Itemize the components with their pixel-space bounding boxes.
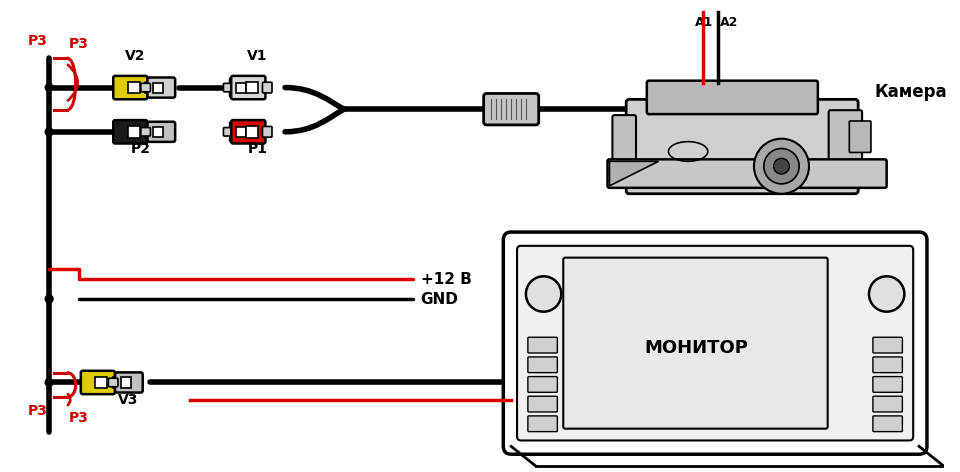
Text: V3: V3: [118, 393, 138, 407]
FancyBboxPatch shape: [850, 121, 871, 152]
Text: V1: V1: [248, 49, 268, 63]
FancyBboxPatch shape: [503, 232, 927, 454]
FancyBboxPatch shape: [236, 83, 246, 93]
FancyBboxPatch shape: [626, 100, 858, 194]
Text: МОНИТОР: МОНИТОР: [644, 339, 748, 357]
Text: P3: P3: [69, 37, 88, 51]
FancyBboxPatch shape: [141, 127, 151, 136]
FancyBboxPatch shape: [608, 160, 887, 188]
FancyBboxPatch shape: [108, 378, 118, 387]
FancyBboxPatch shape: [528, 396, 558, 412]
FancyBboxPatch shape: [873, 416, 902, 431]
FancyBboxPatch shape: [128, 126, 139, 138]
FancyBboxPatch shape: [873, 337, 902, 353]
FancyBboxPatch shape: [612, 115, 636, 168]
FancyBboxPatch shape: [128, 82, 139, 93]
Text: V2: V2: [126, 49, 146, 63]
FancyBboxPatch shape: [112, 377, 122, 388]
FancyBboxPatch shape: [230, 122, 257, 142]
FancyBboxPatch shape: [121, 378, 131, 388]
Circle shape: [869, 276, 904, 312]
FancyBboxPatch shape: [154, 83, 163, 93]
FancyBboxPatch shape: [873, 396, 902, 412]
FancyBboxPatch shape: [828, 110, 862, 163]
FancyBboxPatch shape: [230, 77, 257, 98]
FancyBboxPatch shape: [246, 126, 257, 138]
FancyBboxPatch shape: [115, 372, 143, 393]
FancyBboxPatch shape: [484, 93, 539, 125]
FancyBboxPatch shape: [262, 82, 272, 93]
FancyBboxPatch shape: [231, 76, 265, 99]
FancyBboxPatch shape: [873, 357, 902, 372]
FancyBboxPatch shape: [528, 357, 558, 372]
Circle shape: [754, 139, 809, 194]
FancyBboxPatch shape: [246, 82, 257, 93]
FancyBboxPatch shape: [113, 120, 148, 143]
Circle shape: [45, 295, 53, 303]
Circle shape: [45, 84, 53, 92]
Text: P3: P3: [28, 404, 47, 418]
FancyBboxPatch shape: [81, 371, 115, 394]
Text: +12 В: +12 В: [420, 272, 471, 287]
FancyBboxPatch shape: [231, 120, 265, 143]
FancyBboxPatch shape: [564, 258, 828, 429]
Circle shape: [526, 276, 562, 312]
Circle shape: [45, 128, 53, 136]
Circle shape: [774, 158, 789, 174]
FancyBboxPatch shape: [262, 126, 272, 137]
Text: Камера: Камера: [875, 84, 948, 101]
FancyBboxPatch shape: [145, 126, 154, 137]
FancyBboxPatch shape: [224, 127, 233, 136]
FancyBboxPatch shape: [224, 84, 233, 92]
FancyBboxPatch shape: [113, 76, 148, 99]
FancyBboxPatch shape: [528, 377, 558, 392]
Polygon shape: [610, 161, 659, 186]
FancyBboxPatch shape: [517, 246, 913, 440]
Text: A1: A1: [695, 16, 713, 29]
FancyBboxPatch shape: [95, 377, 108, 388]
FancyBboxPatch shape: [236, 127, 246, 137]
FancyBboxPatch shape: [528, 416, 558, 431]
Circle shape: [764, 149, 799, 184]
FancyBboxPatch shape: [145, 82, 154, 93]
FancyBboxPatch shape: [148, 77, 175, 98]
Text: P1: P1: [248, 143, 268, 156]
Text: GND: GND: [420, 292, 459, 307]
Text: P3: P3: [69, 411, 88, 425]
FancyBboxPatch shape: [154, 127, 163, 137]
Circle shape: [45, 379, 53, 387]
FancyBboxPatch shape: [528, 337, 558, 353]
Text: P2: P2: [131, 143, 151, 156]
FancyBboxPatch shape: [141, 84, 151, 92]
FancyBboxPatch shape: [647, 81, 818, 114]
FancyBboxPatch shape: [873, 377, 902, 392]
Text: A2: A2: [720, 16, 738, 29]
FancyBboxPatch shape: [148, 122, 175, 142]
Text: P3: P3: [28, 34, 47, 48]
